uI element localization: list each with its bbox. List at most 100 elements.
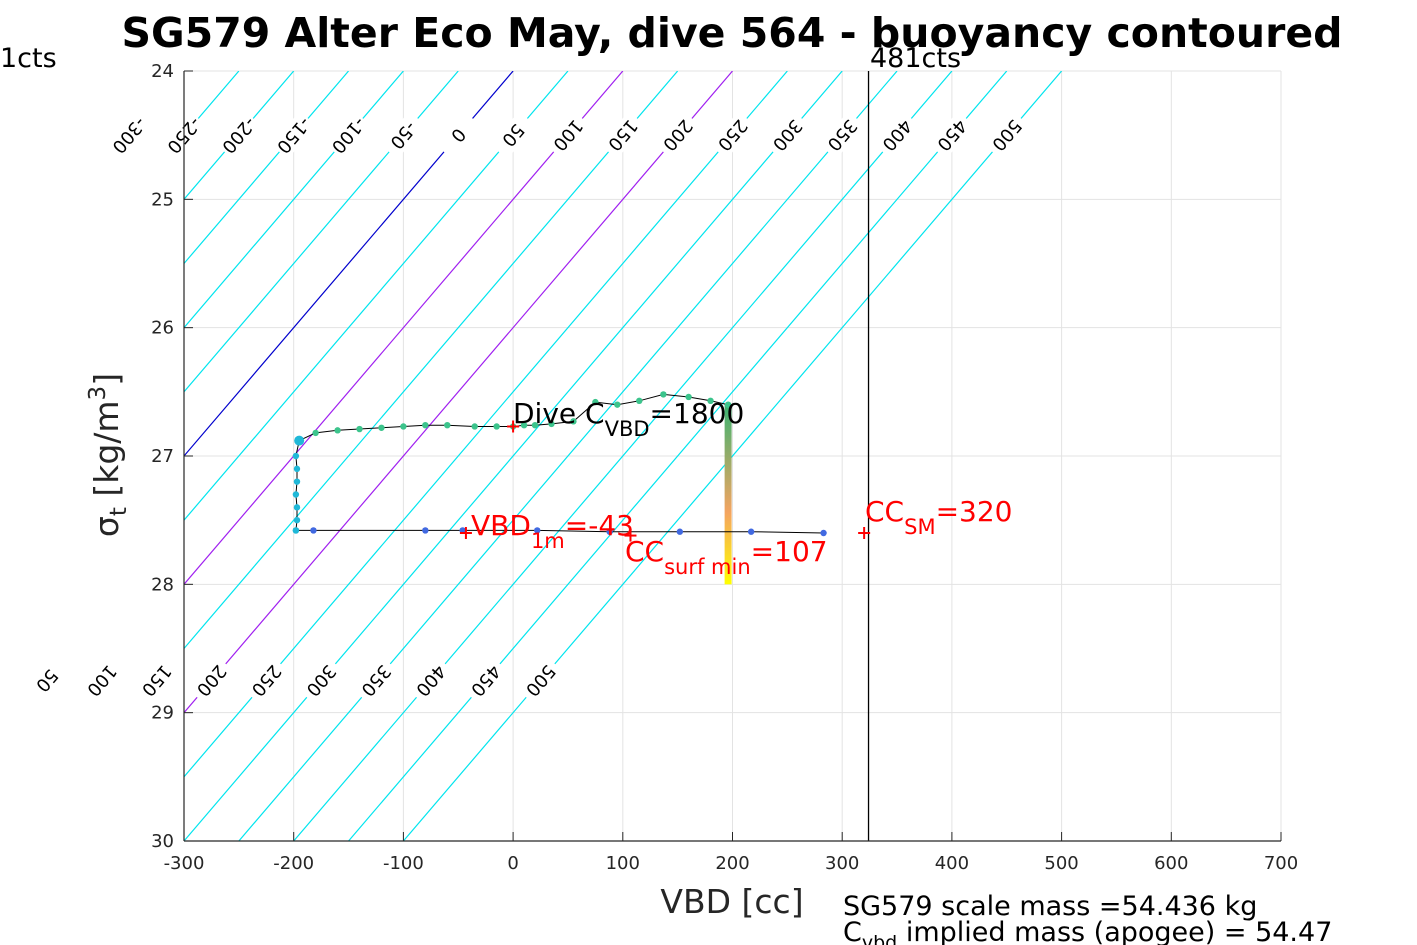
x-tick-label: 400 — [935, 853, 969, 874]
dive-trace-point — [293, 465, 301, 473]
dive-traces — [292, 391, 827, 585]
contour-label-bg — [874, 111, 920, 160]
contour-line — [184, 71, 843, 841]
dive-trace-point — [378, 424, 385, 431]
climb-trace-point — [310, 527, 317, 534]
annotation-dive-cvbd-tail: =1800 — [650, 397, 745, 430]
dive-trace-point — [400, 423, 407, 430]
x-tick-label: 700 — [1264, 853, 1298, 874]
chart-title: SG579 Alter Eco May, dive 564 - buoyancy… — [121, 9, 1342, 57]
dive-trace-point — [471, 423, 478, 430]
contour-label-bg — [188, 656, 235, 705]
contour-line — [238, 71, 898, 841]
climb-trace-point — [292, 527, 300, 534]
y-axis-label-sup: 3 — [85, 386, 111, 401]
dive-trace-point — [614, 401, 621, 408]
climb-trace-point — [422, 527, 429, 534]
contour-label-bg — [24, 656, 70, 705]
contour-label-bg — [271, 111, 317, 160]
dive-trace-point — [292, 491, 300, 498]
climb-trace-point — [606, 528, 613, 535]
annotation-vbd-1m-tail: =-43 — [565, 509, 634, 542]
dive-trace-point — [293, 478, 301, 485]
contour-label-bg — [764, 111, 811, 160]
dive-trace-point — [724, 401, 732, 408]
contour-label-bg — [545, 111, 591, 160]
contour-label-bg — [298, 656, 344, 705]
dive-trace-point — [548, 420, 555, 428]
annotation-vbd-1m-base: VBD — [471, 509, 531, 542]
annotation-vbd-1m-sub: 1m — [531, 529, 565, 553]
x-tick-label: 200 — [715, 853, 749, 874]
contour-label-bg — [490, 111, 536, 160]
contour-line — [184, 71, 459, 393]
contour-line — [184, 71, 679, 650]
x-tick-label: 500 — [1044, 853, 1078, 874]
contour-line — [184, 71, 514, 457]
dive-trace-point — [444, 422, 451, 429]
annotation-cc-sm: CCSM=320 — [865, 495, 1012, 539]
dive-trace-point — [570, 418, 577, 425]
contour-label-bg — [408, 656, 454, 705]
annotation-dive-cvbd: Dive CVBD=1800 — [513, 397, 744, 441]
contour-line — [184, 71, 788, 778]
contour-label-bg — [133, 656, 180, 705]
contour-label-bg — [600, 111, 646, 160]
climb-trace-point — [534, 527, 541, 534]
contour-line — [184, 71, 569, 522]
contour-label-bg — [819, 111, 865, 160]
x-axis-label: VBD [cc] — [660, 882, 803, 921]
dive-trace-point — [493, 423, 500, 430]
x-tick-label: 600 — [1154, 853, 1188, 874]
y-tick-label: 28 — [151, 574, 174, 595]
contour-label-bg — [654, 111, 701, 160]
dive-trace-point — [531, 422, 539, 429]
annotation-cc-sm-tail: =320 — [936, 495, 1013, 528]
dive-trace-point — [356, 425, 363, 433]
footer-implied-mass-tail: implied mass (apogee) = 54.47 — [897, 917, 1332, 945]
footer-implied-mass-sub: vbd — [862, 932, 897, 945]
surface-bar — [724, 404, 732, 585]
dive-trace-point — [592, 398, 599, 406]
contour-label-bg — [435, 111, 481, 160]
contour-label-bg — [463, 656, 509, 705]
tick-labels: -300 -200 -100 0 100 200 300 400 500 600 700 24 25 26… — [151, 61, 1298, 874]
annotation-cc-sm-sub: SM — [904, 515, 935, 539]
contour-label-bg — [517, 656, 564, 705]
y-axis-label-unit: [kg/m — [87, 400, 126, 507]
dive-trace-point — [422, 422, 429, 429]
annotation-cc-surf-min-tail: =107 — [751, 535, 828, 568]
dive-trace-point — [520, 422, 528, 429]
annotation-cc-surf-min-sub: surf min — [664, 555, 751, 579]
contour-label-bg — [243, 656, 289, 705]
y-axis-label: σt [kg/m3] — [85, 373, 132, 537]
climb-trace-point — [820, 529, 827, 537]
y-tick-label: 29 — [151, 703, 174, 724]
annotation-dive-cvbd-sub: VBD — [605, 417, 650, 441]
y-tick-label: 30 — [151, 831, 174, 852]
footer-implied-mass: Cvbd implied mass (apogee) = 54.47 — [843, 917, 1332, 945]
contour-label: 0 — [0, 669, 3, 691]
contour-line — [184, 71, 350, 265]
axes — [183, 70, 1282, 842]
contour-label-bg — [353, 656, 399, 705]
dive-trace-point — [334, 427, 341, 434]
contour-label-bg — [380, 111, 427, 160]
dive-trace-point — [660, 391, 667, 398]
contour-label-bg — [106, 111, 152, 160]
annotation-vbd-1m: VBD1m=-43 — [471, 509, 634, 553]
y-tick-label: 27 — [151, 446, 174, 467]
footer-implied-mass-base: C — [843, 917, 862, 945]
contour-label-bg — [216, 111, 262, 160]
x-tick-label: 300 — [825, 853, 859, 874]
x-tick-label: 0 — [507, 853, 518, 874]
dive-trace-point — [685, 393, 692, 401]
climb-trace-point — [747, 528, 755, 535]
dive-trace-point — [294, 435, 305, 446]
dive-trace-point — [636, 397, 643, 405]
dive-trace-point — [312, 429, 319, 437]
contour-label-bg — [0, 656, 15, 705]
contour-label-bg — [79, 656, 125, 705]
climb-trace-point — [676, 528, 684, 535]
